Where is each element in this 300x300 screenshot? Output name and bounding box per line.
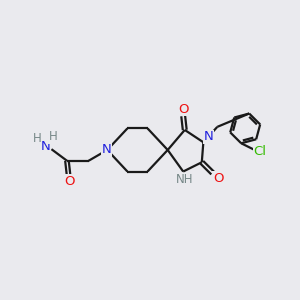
Text: H: H — [49, 130, 57, 143]
Text: N: N — [40, 140, 50, 153]
Text: NH: NH — [176, 173, 194, 187]
Text: O: O — [64, 175, 74, 188]
Text: N: N — [102, 143, 111, 157]
Text: H: H — [33, 132, 42, 145]
Text: O: O — [213, 172, 223, 185]
Text: Cl: Cl — [253, 145, 266, 158]
Text: O: O — [178, 103, 188, 116]
Text: N: N — [204, 130, 214, 143]
